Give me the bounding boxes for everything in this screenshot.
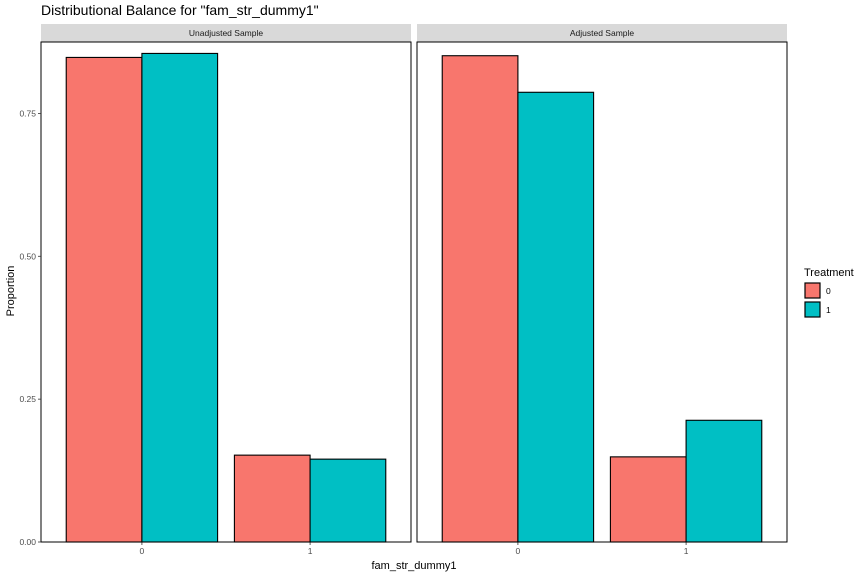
bar-unadjusted-sample-cat-0-treatment-0 [65,56,143,543]
bar-unadjusted-sample-cat-1-treatment-0 [233,454,311,543]
bar-unadjusted-sample-cat-0-treatment-1 [141,52,219,543]
strip-adjusted-sample [417,24,787,42]
bar-adjusted-sample-cat-0-treatment-0 [441,55,519,543]
panels-layer: Unadjusted Sample 0 1 Adjusted Sample 0 1 0.00… [19,24,788,556]
panel-border-unadjusted-sample [40,41,412,543]
y-tick-label-0: 0.00 [19,537,36,547]
strip-label-unadjusted-sample: Unadjusted Sample [189,28,263,38]
x-tick-label-adjusted-sample-1: 1 [684,546,689,556]
legend-key-1 [804,301,821,318]
strip-label-adjusted-sample: Adjusted Sample [570,28,635,38]
legend-key-0 [804,282,821,299]
legend-label-0: 0 [826,286,831,296]
x-tick-label-adjusted-sample-0: 0 [516,546,521,556]
panel-unadjusted-sample: Unadjusted Sample 0 1 [40,24,412,556]
bar-adjusted-sample-cat-1-treatment-0 [609,456,687,543]
y-tick-label-1: 0.25 [19,394,36,404]
x-tick-label-unadjusted-sample-1: 1 [308,546,313,556]
x-tick-label-unadjusted-sample-0: 0 [140,546,145,556]
bar-adjusted-sample-cat-1-treatment-1 [685,419,763,543]
strip-unadjusted-sample [41,24,411,42]
x-axis-title: fam_str_dummy1 [372,560,457,572]
legend-label-1: 1 [826,305,831,315]
legend-title: Treatment [804,267,854,279]
panel-border-adjusted-sample [416,41,788,543]
bar-adjusted-sample-cat-0-treatment-1 [517,91,595,543]
chart-title: Distributional Balance for "fam_str_dumm… [41,2,319,18]
y-tick-label-3: 0.75 [19,108,36,118]
legend: Treatment 0 1 [804,267,854,318]
y-axis-title: Proportion [5,266,17,317]
bar-unadjusted-sample-cat-1-treatment-1 [309,458,387,543]
panel-adjusted-sample: Adjusted Sample 0 1 [416,24,788,556]
y-tick-label-2: 0.50 [19,251,36,261]
